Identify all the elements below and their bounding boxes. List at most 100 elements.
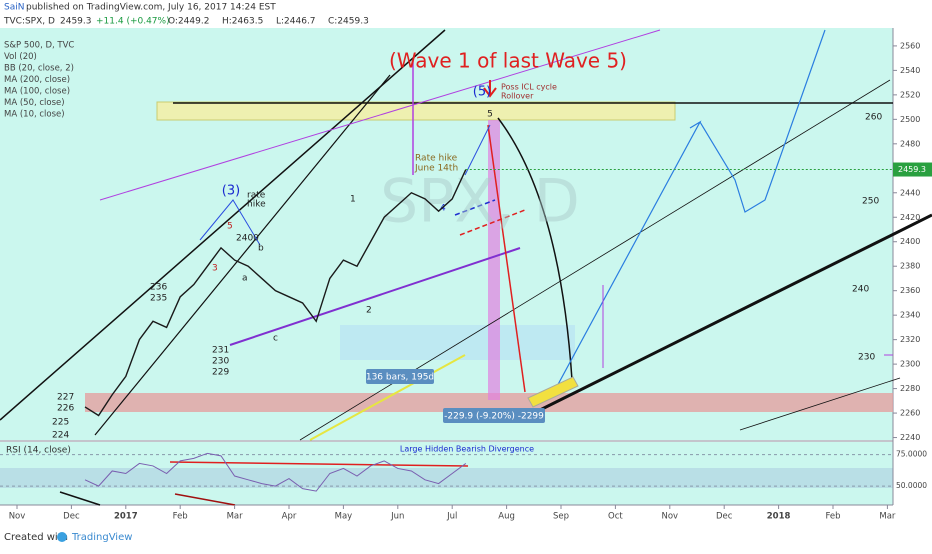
y-tick-label: 2300 [900,360,920,369]
y-tick-label: 2260 [900,409,920,418]
level-label: 230 [858,353,875,363]
arrow [699,29,826,213]
x-tick-label: Mar [227,512,244,522]
y-tick-label: 2400 [900,237,920,246]
price-line [84,169,467,417]
rsi-title: RSI (14, close) [6,446,71,456]
label-box [443,408,545,423]
resistance-zone [156,101,676,121]
wave-label: c [273,334,278,344]
wave-label: 1 [350,195,356,205]
rsi-tick-label: 50.0000 [896,481,927,490]
rsi-tick-label: 75.0000 [896,450,927,459]
trend-line [229,247,521,346]
y-tick-label: 2360 [900,286,920,295]
wave-title: (Wave 1 of last Wave 5) [389,49,627,73]
last: 2459.3 [60,17,92,27]
wave-label: (3) [222,184,240,199]
legend-entry: MA (50, close) [4,98,65,108]
wave-label: 5 [487,110,493,120]
y-tick-label: 2280 [900,384,920,393]
trend-line [94,74,391,436]
trend-line [309,354,466,441]
y-tick-label: 2340 [900,311,920,320]
x-tick-label: Dec [716,512,733,522]
y-tick-label: 2320 [900,335,920,344]
level-label: 225 [52,418,69,428]
price-pane [0,28,893,440]
legend-entry: BB (20, close, 2) [4,64,74,74]
y-tick-label: 2520 [900,90,920,99]
annotation: June 14th [414,164,458,174]
measure-bar [488,120,500,400]
open: O:2449.2 [168,17,209,27]
level-label: 250 [862,197,879,207]
x-tick-label: 2018 [767,512,791,522]
symbol: TVC:SPX, D [3,17,55,27]
x-tick-label: Sep [553,512,569,522]
annotation: hike [247,200,266,210]
y-tick-label: 2480 [900,139,920,148]
trend-line [739,377,901,431]
wave-line [199,199,261,246]
x-tick-label: Nov [9,512,26,522]
level-label: 230 [212,357,229,367]
label-box [366,369,434,384]
footer-brand: TradingView [71,532,132,543]
wave-label: 2 [366,306,372,316]
x-tick-label: 2017 [114,512,138,522]
legend-entry: MA (10, close) [4,110,65,120]
arrow-down [483,80,497,98]
wave-label: 3 [212,264,218,274]
x-tick-label: Apr [282,512,297,522]
footer-created: Created with [4,532,68,543]
annotation: 2400 [236,234,259,244]
legend-entry: S&P 500, D, TVC [4,41,74,51]
divergence-line [59,491,101,506]
low: L:2446.7 [276,17,316,27]
x-tick-label: Dec [63,512,80,522]
x-tick-label: Aug [498,512,515,522]
change: +11.4 (+0.47%) [96,17,170,27]
x-tick-label: Mar [879,512,896,522]
x-tick-label: May [335,512,353,522]
annotation: rate [247,191,266,201]
level-label: 235 [150,294,167,304]
projection [459,209,526,236]
level-label: 229 [212,368,229,378]
support-zone [85,393,893,412]
divergence-line [169,461,469,467]
projection [454,199,496,216]
watermark: SPX, D [380,167,580,237]
y-tick-label: 2500 [900,115,920,124]
range-box [340,325,575,360]
legend-entry: MA (100, close) [4,87,70,97]
projection-curve [497,117,573,381]
rsi-note: Large Hidden Bearish Divergence [400,445,534,454]
y-tick-label: 2420 [900,213,920,222]
trend-line [99,29,661,201]
y-tick-label: 2240 [900,433,920,442]
last-price-label: 2459.3 [898,165,926,174]
level-label: 227 [57,393,74,403]
x-tick-label: Feb [173,512,188,522]
y-tick-label: 2560 [900,41,920,50]
legend-entry: Vol (20) [4,52,37,62]
wave-label: (5) [473,85,491,100]
annotation: Rate hike [415,154,458,164]
annotation: Poss ICL cycle [501,83,557,92]
legend-entry: MA (200, close) [4,75,70,85]
rsi-line [84,452,467,492]
x-tick-label: Oct [608,512,623,522]
high: H:2463.5 [222,17,263,27]
wave-label: 4 [440,204,446,214]
annotation: Rollover [501,92,534,101]
wave-line [464,124,491,176]
close: C:2459.3 [328,17,369,27]
drop-label: -229.9 (-9.20%) -2299 [444,412,544,422]
level-label: 260 [865,113,882,123]
level-label: 224 [52,431,69,441]
x-tick-label: Jul [446,512,457,522]
